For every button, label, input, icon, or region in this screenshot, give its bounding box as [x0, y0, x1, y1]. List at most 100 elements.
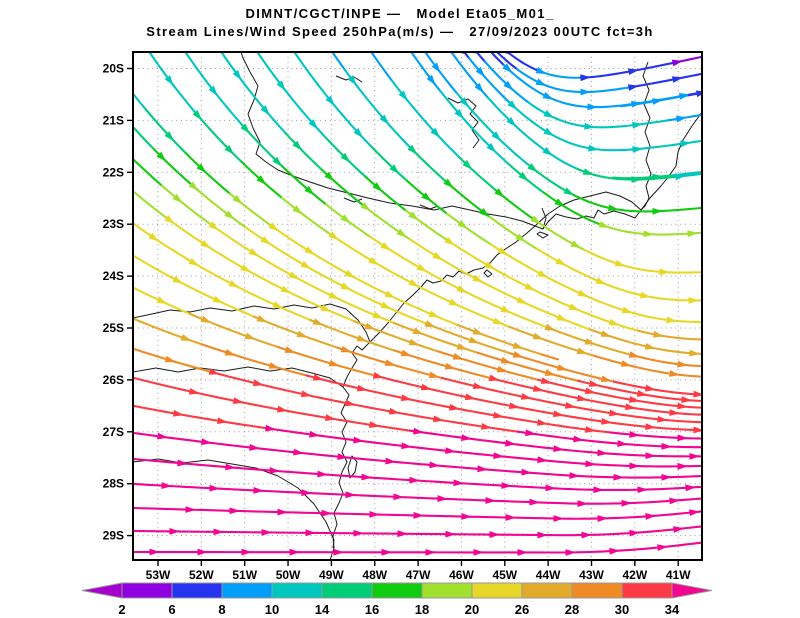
flow-arrow [300, 390, 312, 398]
lat-tick-label: 21S [103, 113, 124, 127]
axis-ticks: 53W 52W 51W 50W 49W 48W 47W 46W 45W 44W 43W 42W 41W 2… [103, 62, 692, 583]
flow-arrow [309, 430, 320, 438]
flow-arrow [492, 317, 504, 325]
flow-arrow [537, 531, 548, 539]
lon-tick-label: 46W [449, 568, 474, 582]
lon-tick-label: 45W [492, 568, 517, 582]
flow-arrow [393, 493, 404, 501]
flow-arrow [300, 260, 312, 270]
colorbar-left-arrow [81, 582, 123, 599]
state-border-pr_sc [133, 366, 344, 388]
flow-arrow [529, 498, 540, 506]
flow-arrow [532, 332, 544, 340]
flow-arrow [628, 396, 640, 403]
streamline [133, 482, 702, 505]
flow-arrow [688, 296, 699, 304]
flow-arrow [241, 548, 252, 556]
lat-tick-label: 20S [103, 62, 124, 76]
flow-arrow [677, 360, 688, 368]
flow-arrow [556, 313, 568, 322]
flow-arrow [457, 220, 468, 229]
streamline [611, 174, 675, 180]
flow-arrow [479, 208, 490, 218]
streamline [133, 158, 164, 187]
flow-arrow [537, 269, 549, 278]
flow-arrow [372, 182, 383, 192]
flow-arrow [328, 359, 340, 367]
streamline [671, 170, 702, 177]
flow-arrow [197, 548, 208, 556]
flow-arrow [325, 95, 335, 106]
flow-arrow [576, 394, 588, 402]
streamline [516, 430, 702, 449]
streamline [548, 327, 640, 358]
colorbar-right-arrow [671, 582, 713, 599]
map-geography [133, 52, 702, 560]
streamline [368, 235, 552, 330]
flow-arrow [544, 323, 556, 331]
streamline [133, 431, 702, 479]
flow-arrow [172, 193, 183, 204]
lat-tick-label: 25S [103, 321, 124, 335]
flow-arrow [293, 448, 304, 456]
streamline [424, 322, 512, 355]
flow-arrow [430, 127, 441, 138]
flow-arrow [400, 349, 412, 357]
flow-arrow [225, 463, 236, 471]
flow-arrow [537, 419, 548, 426]
streamline [608, 431, 702, 440]
lat-tick-label: 22S [103, 165, 124, 179]
flow-arrow [505, 514, 516, 521]
flow-arrow [372, 371, 384, 379]
flow-arrow [584, 387, 596, 395]
streamline [184, 152, 232, 195]
flow-arrow [340, 214, 351, 224]
flow-arrow [453, 479, 464, 487]
streamline [598, 223, 702, 236]
flow-arrow [409, 476, 420, 484]
flow-arrow [644, 384, 656, 392]
flow-arrow [677, 462, 688, 470]
flow-arrow [587, 103, 598, 111]
flow-arrow [492, 411, 504, 419]
flow-arrow [333, 548, 344, 556]
flow-arrow [209, 484, 220, 492]
flow-arrow [456, 285, 468, 293]
flow-arrow [563, 187, 575, 196]
flow-arrow [597, 449, 608, 457]
flow-arrow [493, 452, 504, 459]
flow-arrow [452, 353, 464, 360]
flow-arrow [420, 383, 432, 391]
flow-arrow [356, 384, 368, 392]
lon-tick-label: 49W [319, 568, 344, 582]
flow-arrow [385, 457, 396, 465]
state-border-mg_es [640, 61, 652, 211]
lon-tick-label: 44W [536, 568, 561, 582]
colorbar-segment [171, 582, 223, 599]
flow-arrow [585, 426, 596, 433]
flow-arrow [555, 257, 567, 266]
lat-tick-label: 29S [103, 529, 124, 543]
state-border-sp_pr [133, 303, 371, 343]
flow-arrow [669, 370, 680, 377]
flow-arrow [353, 529, 364, 537]
flow-arrow [565, 549, 576, 556]
flow-arrow [496, 365, 508, 373]
flow-arrow [232, 69, 242, 81]
flow-arrow [475, 66, 485, 78]
flow-arrow [518, 171, 529, 182]
colorbar-segment [371, 582, 423, 599]
flow-arrow [600, 375, 612, 383]
flow-arrow [157, 432, 168, 440]
flow-arrow [503, 80, 514, 91]
flow-arrow [625, 403, 636, 411]
streamline [574, 167, 686, 181]
colorbar-segment [221, 582, 273, 599]
streamline [636, 329, 702, 341]
flow-arrow [459, 97, 469, 108]
flow-arrow [512, 351, 524, 358]
flow-arrow [180, 334, 192, 341]
flow-arrow [544, 369, 556, 376]
flow-arrow [252, 379, 264, 387]
flow-arrow [312, 318, 324, 326]
